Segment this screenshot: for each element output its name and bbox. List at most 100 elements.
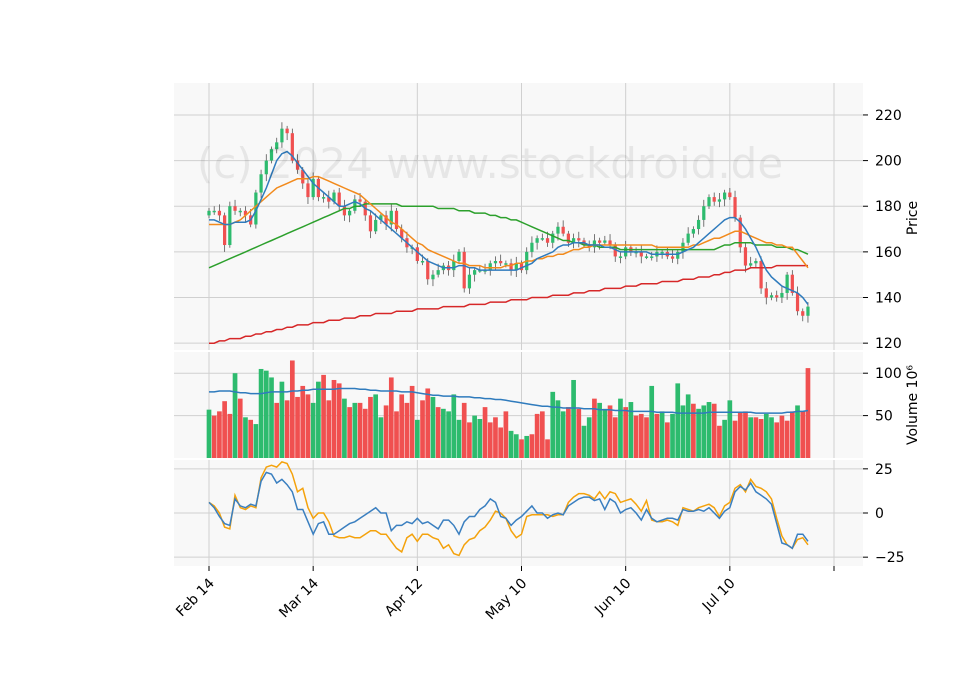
- volume-bar: [295, 396, 300, 458]
- candle-body: [545, 238, 550, 243]
- volume-bar: [472, 415, 477, 458]
- volume-bar: [628, 402, 634, 458]
- volume-bar: [441, 408, 446, 458]
- volume-bar: [243, 417, 248, 458]
- candle-body: [269, 149, 274, 161]
- candle-body: [618, 256, 623, 258]
- candle-body: [415, 247, 419, 261]
- volume-bar: [717, 425, 722, 458]
- volume-bar: [487, 422, 493, 458]
- volume-bar: [774, 422, 780, 458]
- volume-bar: [737, 412, 743, 458]
- candle-body: [233, 206, 237, 211]
- volume-bar: [404, 402, 410, 458]
- volume-bar: [451, 394, 457, 458]
- volume-bar: [633, 415, 639, 458]
- volume-bar: [222, 401, 227, 458]
- candle-body: [639, 251, 643, 257]
- volume-bar: [232, 373, 238, 458]
- volume-bar: [779, 415, 785, 458]
- volume-bar: [503, 411, 509, 458]
- volume-bar: [446, 411, 451, 458]
- candle-body: [587, 245, 591, 248]
- candle-body: [509, 263, 513, 271]
- volume-bar: [352, 402, 358, 458]
- candle-body: [207, 210, 211, 216]
- volume-bar: [576, 408, 582, 458]
- candle-body: [577, 238, 581, 241]
- candle-body: [660, 251, 664, 254]
- candle-body: [702, 206, 706, 220]
- volume-bar: [555, 400, 561, 458]
- x-tick-label: Mar 14: [276, 575, 322, 621]
- candle-body: [228, 206, 232, 246]
- candle-body: [608, 240, 612, 246]
- price-ytick-label: 140: [875, 291, 902, 307]
- candle-body: [733, 197, 737, 218]
- candle-body: [478, 270, 482, 272]
- candle-body: [707, 197, 711, 207]
- volume-bar: [342, 398, 347, 458]
- candle-body: [374, 219, 378, 232]
- volume-bar: [206, 409, 212, 458]
- volume-bar: [378, 417, 384, 458]
- candle-body: [801, 311, 805, 316]
- candle-body: [499, 261, 503, 264]
- volume-bar: [727, 400, 733, 458]
- candle-body: [514, 263, 518, 271]
- volume-bar: [316, 381, 321, 458]
- candle-body: [764, 288, 768, 298]
- candle-body: [238, 210, 242, 213]
- volume-bar: [248, 419, 254, 458]
- volume-bar: [784, 420, 790, 458]
- volume-bar: [211, 415, 217, 458]
- candle-body: [603, 240, 607, 243]
- candle-body: [342, 206, 347, 216]
- candle-body: [488, 263, 492, 271]
- volume-bar: [539, 411, 545, 458]
- candle-body: [457, 251, 461, 261]
- candle-body: [769, 295, 774, 298]
- volume-bar: [612, 417, 618, 458]
- volume-bar: [649, 385, 655, 458]
- price-ytick-label: 120: [875, 336, 902, 352]
- volume-ytick-label: 50: [875, 409, 893, 425]
- volume-bar: [368, 396, 373, 458]
- volume-bar: [508, 430, 514, 458]
- volume-bar: [383, 405, 389, 458]
- candle-body: [712, 197, 716, 202]
- volume-bar: [664, 422, 670, 458]
- volume-bar: [701, 405, 707, 458]
- candle-body: [795, 292, 800, 312]
- candle-body: [327, 197, 331, 202]
- volume-bar: [748, 417, 754, 458]
- candle-body: [259, 174, 263, 193]
- candle-body: [728, 192, 732, 198]
- candle-body: [368, 215, 373, 232]
- volume-bar: [805, 368, 811, 458]
- volume-bar: [758, 418, 764, 458]
- volume-bar: [289, 360, 295, 458]
- candle-body: [504, 263, 508, 265]
- candle-body: [436, 270, 440, 275]
- volume-bar: [571, 379, 576, 458]
- candle-body: [759, 261, 763, 289]
- volume-bar: [685, 394, 691, 458]
- volume-bar: [498, 427, 504, 458]
- volume-bar: [534, 413, 540, 458]
- volume-bar: [670, 413, 675, 458]
- candle-body: [379, 215, 383, 220]
- sma20-line: [209, 150, 809, 305]
- price-ytick-label: 200: [875, 154, 902, 170]
- candle-body: [571, 238, 576, 243]
- sma200-line: [209, 264, 808, 344]
- candle-body: [686, 233, 690, 243]
- volume-bar: [493, 417, 498, 458]
- candle-body: [301, 169, 305, 184]
- volume-ma-line: [209, 387, 809, 414]
- volume-bar: [388, 377, 394, 458]
- price-panel: 120 140 160 180 200 220: [174, 83, 902, 352]
- volume-bar: [310, 402, 316, 458]
- candle-body: [551, 233, 555, 243]
- candle-body: [738, 217, 742, 248]
